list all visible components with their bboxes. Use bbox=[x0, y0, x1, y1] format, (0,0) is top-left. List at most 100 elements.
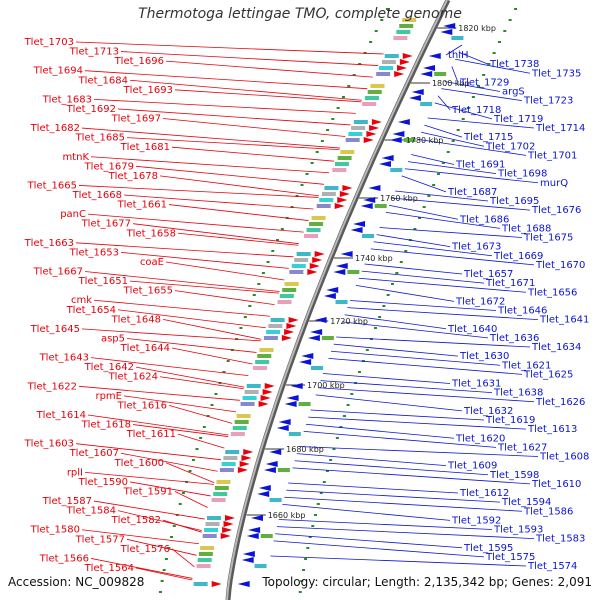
reverse-gene bbox=[389, 137, 402, 143]
reverse-leader bbox=[336, 336, 531, 348]
reverse-gene-label: Tlet_1609 bbox=[447, 461, 497, 472]
gene-feature bbox=[351, 126, 366, 130]
forward-gene-label: asp5 bbox=[101, 333, 125, 344]
reverse-leader bbox=[434, 102, 493, 120]
forward-gene bbox=[399, 59, 410, 65]
gene-feature bbox=[396, 30, 411, 34]
reverse-gene-label: Tlet_1698 bbox=[497, 169, 547, 180]
forward-gene bbox=[284, 329, 295, 335]
inner-tick bbox=[329, 459, 333, 461]
gene-feature bbox=[304, 234, 319, 238]
forward-gene-label: Tlet_1651 bbox=[78, 276, 128, 287]
gene-feature bbox=[279, 294, 294, 298]
kbp-label: 1780 kbp bbox=[406, 136, 444, 145]
reverse-gene bbox=[360, 203, 373, 209]
inner-tick bbox=[298, 591, 302, 593]
reverse-leader bbox=[305, 423, 455, 439]
forward-gene-label: Tlet_1678 bbox=[108, 171, 158, 182]
gene-feature bbox=[221, 462, 236, 466]
outer-tick bbox=[191, 459, 195, 461]
gene-feature bbox=[345, 138, 360, 142]
gene-feature bbox=[399, 24, 414, 28]
forward-gene-label: Tlet_1667 bbox=[33, 267, 83, 278]
gene-feature bbox=[252, 366, 267, 370]
forward-gene-label: Tlet_1577 bbox=[75, 534, 125, 545]
reverse-gene-label: Tlet_1675 bbox=[523, 233, 573, 244]
gene-feature bbox=[277, 468, 290, 472]
reverse-gene bbox=[363, 197, 376, 203]
forward-gene bbox=[224, 515, 235, 521]
inner-tick bbox=[404, 250, 408, 252]
reverse-leader bbox=[315, 394, 463, 412]
gene-feature bbox=[206, 516, 221, 520]
inner-tick bbox=[432, 184, 436, 186]
reverse-gene-label: Tlet_1676 bbox=[531, 205, 581, 216]
forward-gene bbox=[342, 185, 353, 191]
reverse-gene-label: Tlet_1631 bbox=[451, 379, 501, 390]
gene-feature bbox=[242, 396, 257, 400]
outer-tick bbox=[158, 591, 162, 593]
forward-leader bbox=[78, 185, 319, 198]
inner-tick bbox=[399, 261, 403, 263]
inner-tick bbox=[300, 580, 304, 582]
reverse-leader bbox=[344, 314, 447, 330]
forward-gene bbox=[363, 137, 374, 143]
forward-gene bbox=[239, 461, 250, 467]
reverse-gene-label: Tlet_1641 bbox=[539, 315, 589, 326]
forward-gene-label: Tlet_1653 bbox=[69, 247, 119, 258]
reverse-gene-label: Tlet_1613 bbox=[527, 424, 577, 435]
forward-gene bbox=[371, 119, 382, 125]
reverse-leader bbox=[401, 175, 447, 193]
reverse-gene bbox=[378, 161, 391, 167]
reverse-gene bbox=[443, 23, 456, 29]
reverse-gene bbox=[340, 251, 353, 257]
inner-tick bbox=[308, 536, 312, 538]
reverse-leader bbox=[276, 526, 535, 540]
reverse-gene bbox=[284, 401, 297, 407]
gene-feature bbox=[332, 168, 347, 172]
reverse-gene-label: Tlet_1625 bbox=[523, 369, 573, 380]
forward-leader bbox=[168, 204, 309, 221]
reverse-leader bbox=[388, 204, 459, 220]
reverse-leader bbox=[286, 489, 501, 503]
reverse-gene-label: Tlet_1592 bbox=[451, 515, 501, 526]
forward-leader bbox=[84, 471, 214, 485]
outer-tick bbox=[170, 536, 174, 538]
outer-tick bbox=[195, 448, 199, 450]
gene-feature bbox=[370, 84, 385, 88]
reverse-gene bbox=[299, 359, 312, 365]
forward-gene bbox=[243, 449, 254, 455]
inner-tick bbox=[346, 404, 350, 406]
inner-tick bbox=[427, 195, 431, 197]
forward-leader bbox=[90, 357, 249, 376]
reverse-leader bbox=[318, 387, 535, 403]
forward-gene-label: Tlet_1683 bbox=[42, 94, 92, 105]
forward-gene-label: Tlet_1696 bbox=[114, 56, 164, 67]
reverse-gene bbox=[290, 383, 303, 389]
gene-feature bbox=[384, 54, 399, 58]
forward-leader bbox=[87, 414, 229, 436]
outer-tick bbox=[369, 41, 373, 43]
inner-tick bbox=[350, 393, 354, 395]
gene-feature bbox=[255, 360, 270, 364]
forward-leader bbox=[174, 491, 208, 508]
outer-tick bbox=[248, 305, 252, 307]
reverse-gene bbox=[278, 419, 291, 425]
gene-feature bbox=[420, 102, 433, 106]
forward-leader bbox=[123, 395, 237, 413]
gene-feature bbox=[321, 336, 334, 340]
forward-gene-label: rplI bbox=[67, 467, 83, 478]
forward-leader bbox=[117, 309, 266, 329]
forward-gene-label: coaE bbox=[140, 257, 164, 268]
gene-feature bbox=[309, 222, 324, 226]
forward-leader bbox=[126, 338, 257, 353]
forward-leader bbox=[120, 252, 289, 269]
forward-gene-label: Tlet_1665 bbox=[27, 180, 77, 191]
outer-tick bbox=[206, 415, 210, 417]
forward-leader bbox=[120, 51, 379, 66]
gene-feature bbox=[337, 156, 352, 160]
outer-tick bbox=[172, 525, 176, 527]
forward-gene bbox=[369, 125, 380, 131]
reverse-gene bbox=[381, 155, 394, 161]
